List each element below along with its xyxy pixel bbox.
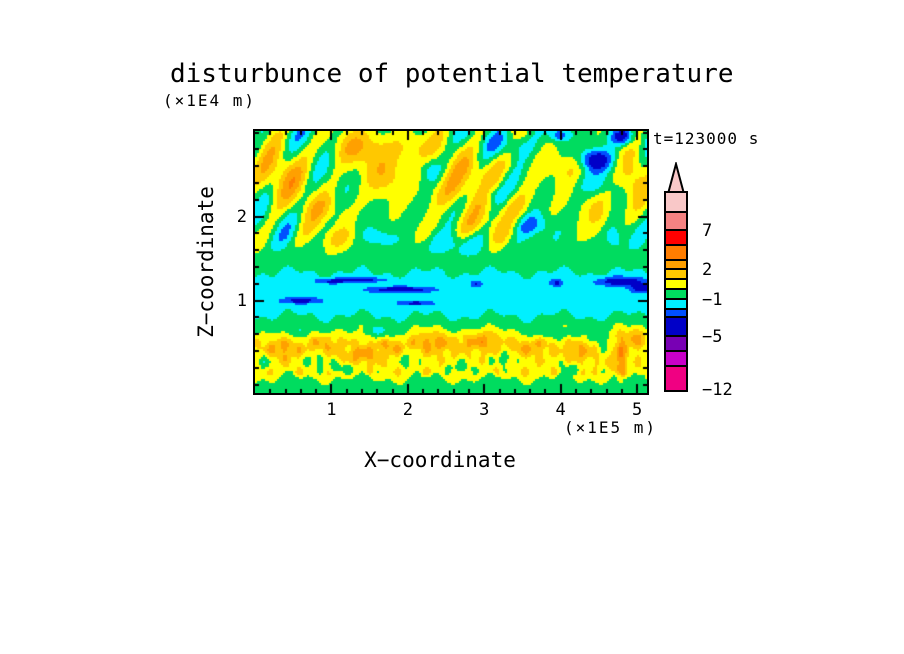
x-tick-label: 5	[631, 400, 643, 420]
colorbar-segment	[666, 318, 686, 337]
colorbar-segment	[666, 310, 686, 318]
colorbar-label: −12	[702, 380, 733, 400]
x-tick-label: 3	[479, 400, 490, 420]
x-axis-units: (×1E5 m)	[563, 418, 657, 437]
y-tick-label: 1	[236, 290, 247, 311]
x-tick-label: 2	[402, 400, 413, 420]
colorbar-segment	[666, 290, 686, 300]
x-axis-label: X−coordinate	[364, 448, 516, 472]
colorbar-segment	[666, 193, 686, 213]
colorbar-segment	[666, 261, 686, 270]
plot-frame	[253, 129, 649, 395]
colorbar-segment	[666, 337, 686, 352]
colorbar-segment	[666, 270, 686, 280]
colorbar-segment	[666, 231, 686, 246]
colorbar	[664, 191, 688, 392]
colorbar-segment	[666, 367, 686, 390]
colorbar-segment	[666, 213, 686, 231]
colorbar-arrow-icon	[667, 162, 685, 193]
colorbar-label: 2	[702, 260, 713, 280]
chart-title: disturbunce of potential temperature	[170, 59, 734, 89]
colorbar-label: 7	[702, 221, 713, 241]
colorbar-segment	[666, 352, 686, 367]
colorbar-segment	[666, 280, 686, 290]
colorbar-label: −5	[702, 327, 723, 347]
x-tick-label: 1	[326, 400, 337, 420]
y-axis-units: (×1E4 m)	[163, 91, 257, 110]
contour-field-canvas	[255, 131, 647, 393]
time-annotation: t=123000 s	[653, 129, 760, 148]
y-tick-label: 2	[236, 206, 247, 227]
colorbar-label: −1	[702, 290, 723, 310]
x-tick-label: 4	[555, 400, 566, 420]
colorbar-segment	[666, 300, 686, 310]
colorbar-segment	[666, 246, 686, 261]
